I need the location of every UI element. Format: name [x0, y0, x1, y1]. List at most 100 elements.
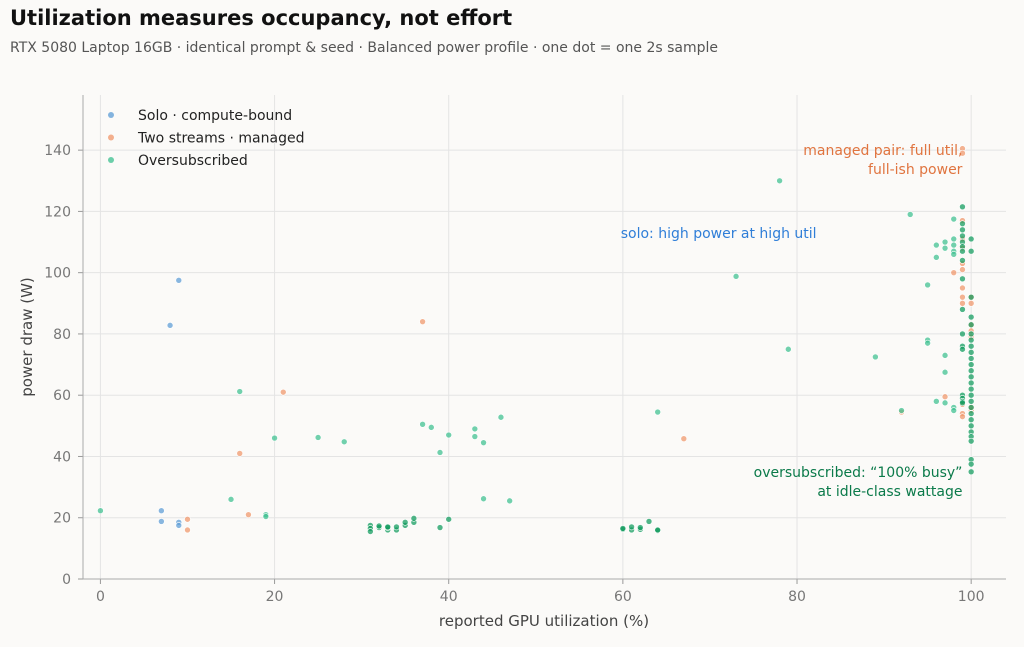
data-point [175, 522, 183, 529]
annotation-solo: solo: high power at high util [621, 226, 817, 242]
series-2 [97, 177, 975, 535]
series-0 [158, 277, 183, 529]
legend-label: Oversubscribed [138, 153, 248, 169]
data-point [924, 339, 931, 347]
data-point [950, 241, 958, 249]
data-point [950, 250, 958, 258]
data-point [732, 273, 740, 280]
y-tick-label: 120 [44, 204, 71, 220]
data-point [967, 321, 975, 329]
data-point [471, 425, 479, 433]
data-point [967, 247, 975, 255]
data-point [967, 373, 975, 381]
data-point [959, 399, 966, 407]
data-point [471, 433, 479, 440]
data-point [967, 416, 975, 424]
data-point [445, 515, 453, 523]
data-point [401, 519, 409, 526]
data-point [941, 238, 949, 246]
data-point [158, 507, 165, 514]
data-point [279, 388, 287, 396]
data-point [898, 407, 905, 414]
data-point [941, 352, 949, 359]
data-point [933, 254, 940, 261]
data-point [941, 244, 949, 252]
x-tick-label: 100 [958, 589, 985, 605]
x-tick-label: 20 [266, 589, 284, 605]
annotation-managed: managed pair: full util, [803, 143, 962, 159]
data-point [967, 460, 975, 468]
x-tick-label: 0 [96, 589, 105, 605]
annotation-oversub: at idle-class wattage [817, 484, 962, 500]
data-point [619, 525, 627, 532]
data-point [967, 355, 975, 362]
data-point [967, 410, 975, 417]
data-point [776, 177, 783, 185]
data-point [480, 495, 487, 503]
data-point [950, 215, 958, 223]
data-point [184, 515, 191, 523]
data-point [375, 522, 383, 530]
data-point [872, 353, 879, 361]
chart-title: Utilization measures occupancy, not effo… [10, 6, 513, 30]
data-point [924, 281, 931, 289]
data-point [419, 318, 426, 325]
data-point [959, 226, 966, 234]
data-point [314, 434, 322, 441]
axes: 0 20 40 60 80 100 0 20 40 60 80 100 120 140 [44, 95, 1006, 605]
data-point [262, 513, 270, 520]
x-tick-label: 80 [788, 589, 806, 605]
data-point [967, 330, 975, 338]
y-tick-label: 20 [53, 511, 71, 527]
x-tick-label: 60 [614, 589, 632, 605]
data-point [967, 385, 975, 393]
data-point [959, 275, 966, 283]
data-point [184, 526, 191, 534]
data-point [785, 345, 792, 353]
annotation-managed: full-ish power [868, 162, 963, 178]
data-point [410, 515, 418, 522]
data-point [636, 524, 644, 531]
data-point [227, 496, 235, 503]
data-point [271, 434, 278, 442]
x-axis-label: reported GPU utilization (%) [439, 612, 649, 630]
data-point [445, 431, 453, 439]
data-point [967, 437, 975, 445]
data-point [933, 241, 940, 249]
data-point [436, 524, 444, 531]
data-point [384, 523, 392, 531]
data-point [967, 391, 975, 399]
data-point [959, 284, 966, 292]
data-point [97, 507, 104, 514]
data-point [959, 232, 966, 240]
data-point [959, 293, 966, 301]
y-axis-label: power draw (W) [18, 277, 36, 397]
data-point [480, 439, 487, 446]
data-point [967, 342, 975, 350]
data-point [654, 408, 661, 416]
data-point [959, 330, 966, 338]
data-point [959, 247, 966, 255]
data-point [645, 518, 653, 525]
data-point [959, 203, 966, 211]
data-point [967, 379, 975, 387]
data-point [393, 523, 400, 531]
data-point [959, 306, 966, 313]
data-point [967, 336, 975, 344]
data-point [158, 518, 165, 525]
data-point [967, 313, 975, 321]
data-point [967, 300, 975, 307]
y-tick-label: 100 [44, 266, 71, 282]
data-point [959, 257, 966, 264]
data-point [967, 404, 975, 411]
legend-label: Solo · compute-bound [138, 108, 292, 124]
legend-marker [108, 157, 114, 163]
data-point [950, 269, 958, 276]
data-point [340, 438, 348, 446]
data-point [950, 407, 958, 414]
y-tick-label: 40 [53, 449, 71, 465]
data-point [175, 277, 183, 284]
chart-subtitle: RTX 5080 Laptop 16GB · identical prompt … [10, 40, 718, 56]
x-tick-label: 40 [440, 589, 458, 605]
